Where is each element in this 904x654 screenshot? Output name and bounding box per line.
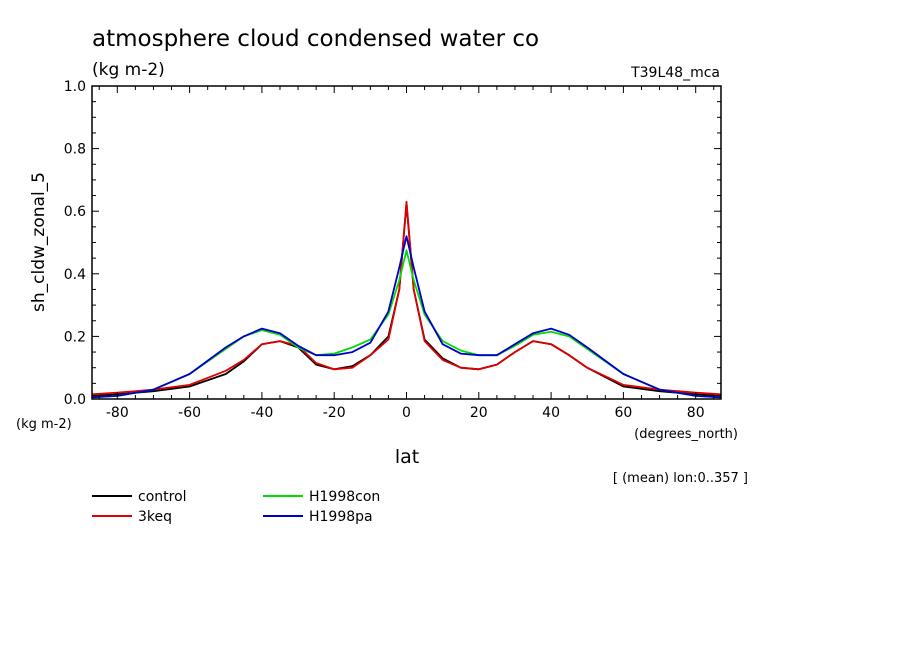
y-axis-units: (kg m-2) [16, 417, 72, 432]
x-axis-label: lat [395, 446, 419, 468]
x-tick-label: 80 [687, 405, 705, 421]
legend: control 3keq H1998con H1998pa [92, 489, 380, 525]
y-tick-label: 0.4 [64, 267, 86, 283]
y-axis-ticks: 0.0 0.2 0.4 0.6 0.8 1.0 [64, 79, 721, 408]
series-line-3keq [91, 200, 722, 396]
legend-label-3keq: 3keq [138, 509, 172, 525]
legend-label-H1998pa: H1998pa [309, 509, 373, 525]
legend-item-H1998con: H1998con [263, 489, 380, 505]
legend-label-control: control [138, 489, 187, 505]
x-tick-label: -60 [178, 405, 201, 421]
plot-lines [91, 200, 722, 399]
chart-title: atmosphere cloud condensed water co [92, 26, 539, 52]
x-tick-label: -20 [323, 405, 346, 421]
y-axis-label: sh_cldw_zonal_5 [29, 172, 49, 312]
footnote: [ (mean) lon:0..357 ] [613, 471, 748, 486]
model-label: T39L48_mca [630, 65, 720, 81]
y-tick-label: 0.0 [64, 392, 86, 408]
y-tick-label: 1.0 [64, 79, 86, 95]
y-tick-label: 0.6 [64, 204, 86, 220]
y-tick-label: 0.8 [64, 142, 86, 158]
legend-label-H1998con: H1998con [309, 489, 380, 505]
x-tick-label: 20 [470, 405, 488, 421]
legend-item-3keq: 3keq [92, 509, 172, 525]
legend-item-H1998pa: H1998pa [263, 509, 373, 525]
series-line-H1998pa [91, 235, 722, 399]
legend-item-control: control [92, 489, 187, 505]
x-axis-ticks: -80 -60 -40 -20 0 20 40 60 80 [98, 86, 715, 421]
x-tick-label: -40 [250, 405, 273, 421]
x-tick-label: 60 [614, 405, 632, 421]
y-tick-label: 0.2 [64, 329, 86, 345]
x-axis-units: (degrees_north) [634, 427, 738, 442]
x-tick-label: -80 [106, 405, 129, 421]
x-tick-label: 0 [402, 405, 411, 421]
x-tick-label: 40 [542, 405, 560, 421]
title-units: (kg m-2) [92, 60, 165, 80]
